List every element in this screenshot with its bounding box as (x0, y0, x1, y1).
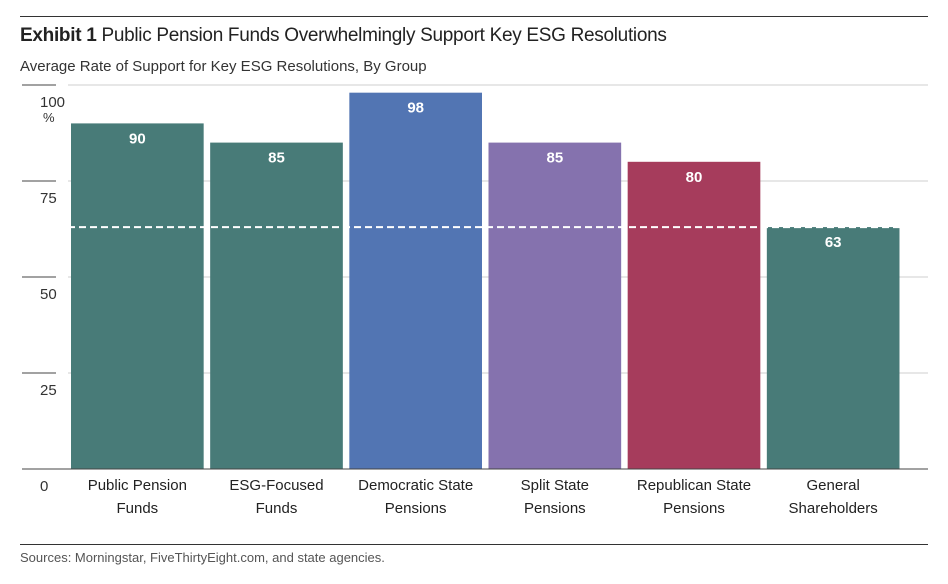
x-category-label: Pensions (663, 500, 725, 517)
bar-value-label: 85 (546, 150, 563, 167)
bar (210, 142, 343, 469)
x-category-label: Pensions (524, 500, 586, 517)
x-category-label: Public Pension (88, 477, 187, 494)
exhibit-label: Exhibit 1 (20, 25, 97, 46)
bar-value-label: 85 (268, 150, 285, 167)
chart-subtitle: Average Rate of Support for Key ESG Reso… (20, 58, 427, 75)
y-tick-label: 0 (40, 478, 48, 495)
x-category-label: Funds (256, 500, 298, 517)
x-category-label: General (806, 477, 859, 494)
x-category-label: Republican State (637, 477, 751, 494)
bar-chart: 0 25 50 75 100% 90 Public Pension Funds 85 ESG-Fo… (22, 84, 928, 517)
chart-title: Exhibit 1 Public Pension Funds Overwhelm… (20, 25, 667, 47)
y-unit-label: % (43, 110, 55, 125)
bar (488, 142, 622, 469)
x-category-label: ESG-Focused (229, 477, 323, 494)
y-tick-label: 75 (40, 190, 57, 207)
x-category-label: Funds (116, 500, 158, 517)
y-tick-label: 50 (40, 286, 57, 303)
source-note: Sources: Morningstar, FiveThirtyEight.co… (20, 550, 385, 565)
bar (349, 92, 482, 470)
x-category-label: Democratic State (358, 477, 473, 494)
y-tick-label: 100 (40, 94, 65, 111)
y-tick-label: 25 (40, 382, 57, 399)
bar-value-label: 63 (825, 234, 842, 251)
bar-value-label: 90 (129, 130, 146, 147)
x-category-label: Split State (521, 477, 589, 494)
bottom-rule (20, 544, 928, 545)
bar-value-label: 80 (686, 169, 703, 186)
bar (627, 161, 761, 470)
x-category-label: Shareholders (789, 500, 878, 517)
bar (766, 227, 900, 469)
top-rule (20, 16, 928, 17)
title-text: Public Pension Funds Overwhelmingly Supp… (101, 25, 667, 46)
bar (71, 123, 204, 470)
bar-value-label: 98 (407, 100, 424, 117)
x-category-label: Pensions (385, 500, 447, 517)
